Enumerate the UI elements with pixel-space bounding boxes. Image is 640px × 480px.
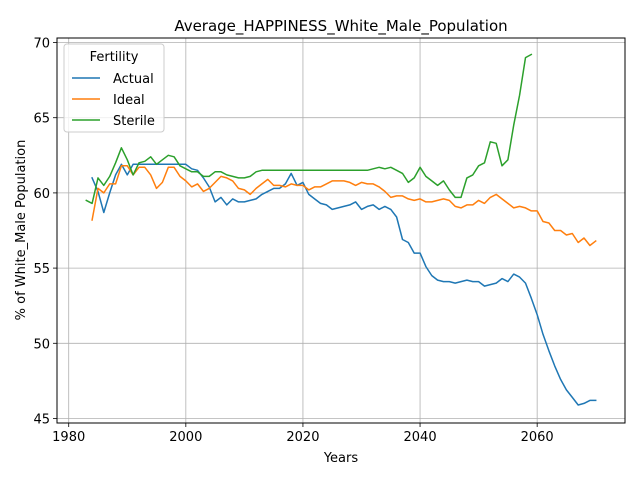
series-line-actual [91,163,597,406]
y-tick-label: 65 [33,112,50,127]
y-tick-label: 60 [33,187,50,202]
legend: Fertility Actual Ideal Sterile [63,43,165,133]
y-axis-ticks: 45 50 55 60 65 70 [33,37,57,427]
x-tick-label: 2060 [521,430,554,445]
legend-label-actual: Actual [113,72,154,87]
series-lines [85,53,597,406]
series-line-sterile [85,53,533,205]
x-tick-label: 2020 [286,430,319,445]
y-axis-title: % of White_Male Population [14,140,29,321]
legend-label-ideal: Ideal [113,93,145,108]
legend-box [63,43,165,133]
plot-frame [56,37,626,424]
chart-title: Average_HAPPINESS_White_Male_Population [174,17,507,36]
x-axis-ticks: 1980 2000 2020 2040 2060 [52,423,554,445]
y-tick-label: 50 [33,337,50,352]
x-tick-label: 1980 [52,430,85,445]
x-tick-label: 2000 [169,430,202,445]
x-axis-title: Years [323,451,359,466]
y-tick-label: 55 [33,262,50,277]
legend-label-sterile: Sterile [113,114,155,129]
gridlines [57,38,625,423]
y-tick-label: 70 [33,37,50,52]
x-tick-label: 2040 [404,430,437,445]
series-line-ideal [91,165,597,247]
y-tick-label: 45 [33,412,50,427]
legend-title: Fertility [90,50,139,65]
